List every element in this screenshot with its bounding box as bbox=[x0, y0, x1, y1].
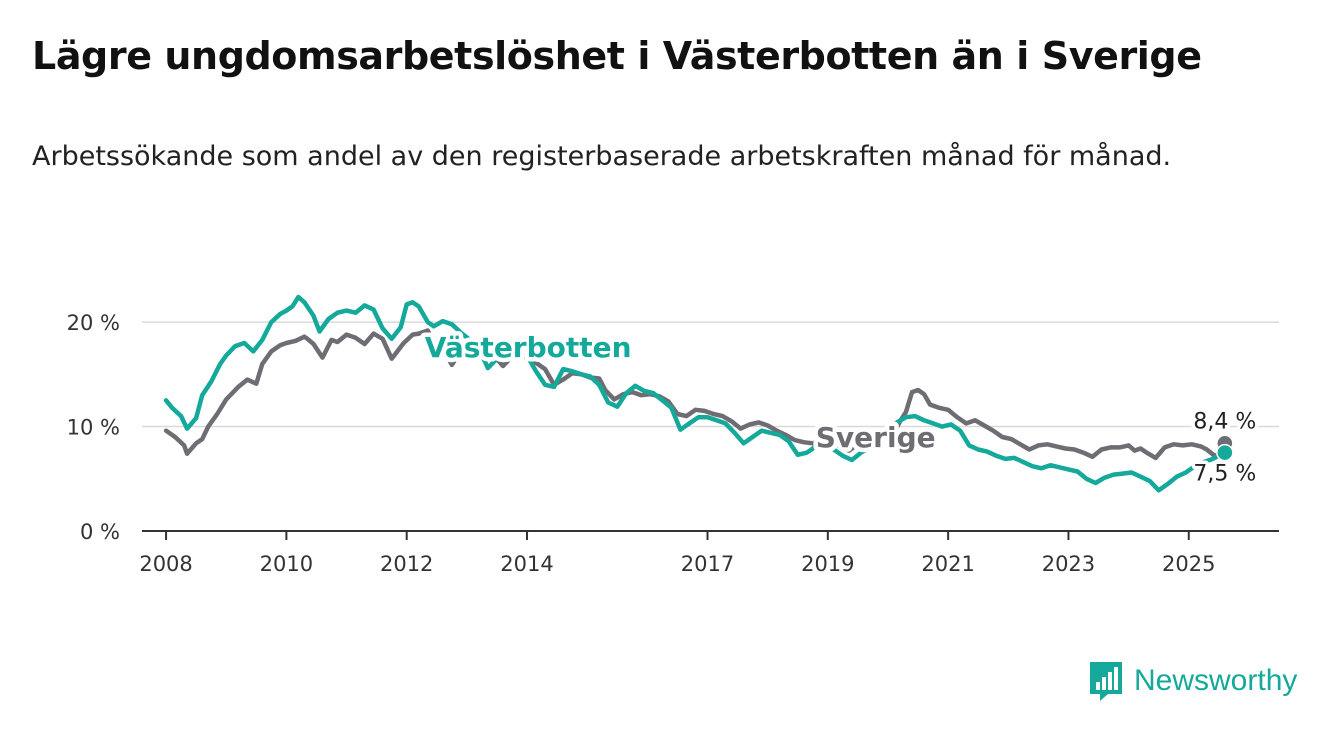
chart-title: Lägre ungdomsarbetslöshet i Västerbotten… bbox=[32, 34, 1202, 78]
end-value-halo: 8,4 % bbox=[1193, 409, 1256, 434]
end-value-halo: 7,5 % bbox=[1193, 462, 1256, 487]
chart-subtitle: Arbetssökande som andel av den registerb… bbox=[32, 141, 1172, 172]
series-lines bbox=[163, 294, 1228, 493]
x-tick-label: 2014 bbox=[500, 552, 553, 576]
x-tick-label: 2008 bbox=[139, 552, 192, 576]
end-point-marker bbox=[1216, 443, 1234, 462]
brand-name: Newsworthy bbox=[1134, 664, 1298, 697]
bar-chart-logo-icon bbox=[1090, 662, 1122, 701]
series-line-sverige bbox=[163, 328, 1228, 461]
x-tick-label: 2025 bbox=[1162, 552, 1215, 576]
series-label-halo: Västerbotten bbox=[425, 331, 632, 364]
x-tick-label: 2012 bbox=[380, 552, 433, 576]
series-label: Sverige bbox=[816, 421, 936, 454]
x-tick-label: 2019 bbox=[801, 552, 854, 576]
x-tick-label: 2023 bbox=[1042, 552, 1095, 576]
end-value-label: 8,4 % bbox=[1193, 409, 1256, 434]
y-tick-label: 10 % bbox=[67, 416, 120, 440]
y-tick-label: 20 % bbox=[67, 311, 120, 335]
x-tick-label: 2021 bbox=[921, 552, 974, 576]
axes: 0 % 10 % 20 % 2008 2010 2012 2014 2017 2019 2021 2… bbox=[67, 311, 1279, 576]
series-label: Västerbotten bbox=[425, 331, 632, 364]
series-line-vsterbotten bbox=[163, 294, 1228, 493]
series-label-halo: Sverige bbox=[816, 421, 936, 454]
gridlines bbox=[142, 321, 1279, 428]
y-tick-label: 0 % bbox=[80, 520, 120, 544]
x-tick-label: 2017 bbox=[681, 552, 734, 576]
x-tick-label: 2010 bbox=[260, 552, 313, 576]
newsworthy-brand: Newsworthy bbox=[1088, 660, 1297, 702]
end-value-label: 7,5 % bbox=[1193, 462, 1256, 487]
